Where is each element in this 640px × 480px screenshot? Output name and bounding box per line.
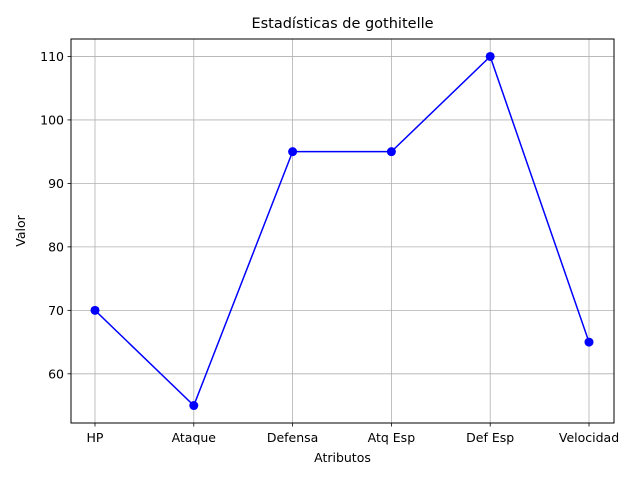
x-tick-label: Ataque — [172, 430, 217, 445]
data-point — [90, 305, 100, 315]
data-point — [584, 337, 594, 347]
chart-title: Estadísticas de gothitelle — [251, 16, 433, 32]
y-tick-label: 100 — [40, 112, 64, 127]
data-point — [288, 147, 298, 157]
x-axis-label: Atributos — [314, 450, 371, 465]
x-tick-label: HP — [87, 430, 104, 445]
y-tick-label: 110 — [40, 49, 64, 64]
data-point — [485, 51, 495, 61]
y-tick-label: 90 — [48, 176, 64, 191]
data-point — [386, 147, 396, 157]
data-point — [189, 401, 199, 411]
x-tick-label: Def Esp — [466, 430, 514, 445]
y-tick-label: 80 — [48, 239, 64, 254]
x-tick-label: Velocidad — [559, 430, 619, 445]
axes-frame — [70, 38, 615, 424]
series-line — [94, 55, 590, 407]
x-tick-label: Defensa — [267, 430, 319, 445]
series-layer — [90, 51, 594, 411]
y-tick-label: 60 — [48, 366, 64, 381]
x-tick-label: Atq Esp — [368, 430, 416, 445]
ticks: HP Ataque Defensa Atq Esp Def Esp Velocidad 60… — [40, 49, 619, 445]
y-tick-label: 70 — [48, 303, 64, 318]
y-axis-label: Valor — [13, 214, 28, 246]
